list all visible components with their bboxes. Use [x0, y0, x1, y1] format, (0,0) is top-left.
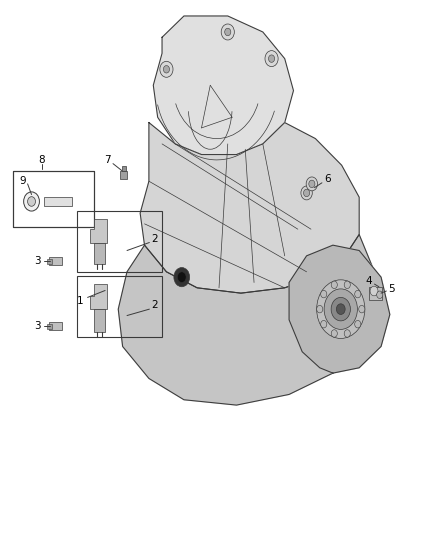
Bar	[47, 324, 52, 329]
Circle shape	[336, 304, 345, 314]
Circle shape	[321, 290, 327, 298]
Circle shape	[304, 189, 310, 197]
Circle shape	[344, 281, 350, 288]
Polygon shape	[90, 284, 107, 309]
Polygon shape	[140, 123, 359, 293]
Bar	[49, 322, 62, 330]
Text: 6: 6	[324, 174, 331, 183]
Circle shape	[309, 180, 315, 188]
Polygon shape	[369, 287, 382, 300]
Text: 8: 8	[38, 155, 45, 165]
Polygon shape	[90, 219, 107, 243]
Bar	[44, 197, 72, 206]
Circle shape	[370, 286, 378, 296]
Circle shape	[265, 51, 278, 67]
Circle shape	[321, 320, 327, 328]
Circle shape	[225, 28, 231, 36]
Text: 3: 3	[34, 321, 41, 331]
Bar	[49, 257, 62, 265]
Circle shape	[160, 61, 173, 77]
Text: 7: 7	[104, 155, 111, 165]
Polygon shape	[122, 166, 126, 171]
Bar	[13, 171, 94, 227]
Text: 2: 2	[151, 234, 158, 244]
Circle shape	[306, 177, 318, 191]
Circle shape	[221, 24, 234, 40]
Text: 9: 9	[19, 176, 26, 186]
Circle shape	[377, 291, 383, 298]
Text: 3: 3	[34, 256, 41, 266]
Text: 2: 2	[151, 300, 158, 310]
Circle shape	[331, 297, 350, 321]
Circle shape	[24, 192, 39, 211]
Circle shape	[174, 268, 190, 287]
Polygon shape	[153, 16, 293, 155]
Polygon shape	[94, 309, 105, 332]
Circle shape	[317, 280, 365, 338]
Circle shape	[355, 320, 361, 328]
Text: 1: 1	[76, 296, 83, 305]
Polygon shape	[118, 235, 372, 405]
Circle shape	[331, 330, 337, 337]
Circle shape	[28, 197, 35, 206]
Bar	[13, 171, 94, 227]
Bar	[77, 276, 162, 337]
Text: 5: 5	[388, 285, 395, 294]
Circle shape	[268, 55, 275, 62]
Circle shape	[355, 290, 361, 298]
Polygon shape	[289, 245, 390, 373]
Circle shape	[331, 281, 337, 288]
Circle shape	[317, 305, 323, 313]
Circle shape	[163, 66, 170, 73]
Circle shape	[324, 289, 357, 329]
Circle shape	[344, 330, 350, 337]
Circle shape	[301, 186, 312, 200]
Circle shape	[359, 305, 365, 313]
Polygon shape	[94, 243, 105, 264]
Text: 4: 4	[366, 277, 373, 286]
Circle shape	[177, 272, 186, 282]
Bar	[47, 259, 52, 264]
Polygon shape	[120, 171, 127, 179]
Bar	[77, 211, 162, 272]
